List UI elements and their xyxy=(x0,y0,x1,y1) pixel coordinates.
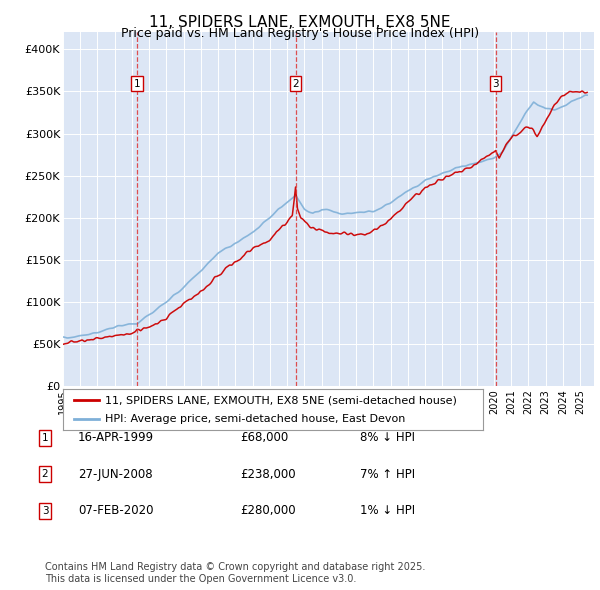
Text: 7% ↑ HPI: 7% ↑ HPI xyxy=(360,468,415,481)
Text: 2: 2 xyxy=(292,79,299,88)
Text: HPI: Average price, semi-detached house, East Devon: HPI: Average price, semi-detached house,… xyxy=(105,414,406,424)
Text: 11, SPIDERS LANE, EXMOUTH, EX8 5NE (semi-detached house): 11, SPIDERS LANE, EXMOUTH, EX8 5NE (semi… xyxy=(105,395,457,405)
Text: £238,000: £238,000 xyxy=(240,468,296,481)
Text: 1% ↓ HPI: 1% ↓ HPI xyxy=(360,504,415,517)
Text: 3: 3 xyxy=(41,506,49,516)
Text: £68,000: £68,000 xyxy=(240,431,288,444)
Text: 07-FEB-2020: 07-FEB-2020 xyxy=(78,504,154,517)
Text: 16-APR-1999: 16-APR-1999 xyxy=(78,431,154,444)
Text: 11, SPIDERS LANE, EXMOUTH, EX8 5NE: 11, SPIDERS LANE, EXMOUTH, EX8 5NE xyxy=(149,15,451,30)
Text: 2: 2 xyxy=(41,470,49,479)
Text: £280,000: £280,000 xyxy=(240,504,296,517)
Text: Contains HM Land Registry data © Crown copyright and database right 2025.
This d: Contains HM Land Registry data © Crown c… xyxy=(45,562,425,584)
Text: 1: 1 xyxy=(134,79,140,88)
Text: Price paid vs. HM Land Registry's House Price Index (HPI): Price paid vs. HM Land Registry's House … xyxy=(121,27,479,40)
Text: 1: 1 xyxy=(41,433,49,442)
Text: 27-JUN-2008: 27-JUN-2008 xyxy=(78,468,152,481)
Text: 8% ↓ HPI: 8% ↓ HPI xyxy=(360,431,415,444)
Text: 3: 3 xyxy=(492,79,499,88)
